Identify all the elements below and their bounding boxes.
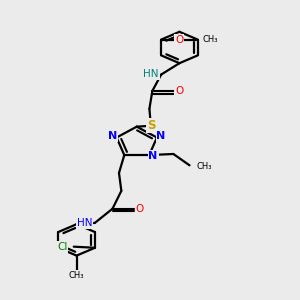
Text: N: N — [108, 131, 117, 141]
Text: O: O — [136, 204, 144, 214]
Text: CH₃: CH₃ — [202, 35, 218, 44]
Text: N: N — [148, 151, 158, 161]
Text: O: O — [175, 34, 184, 45]
Text: CH₃: CH₃ — [69, 271, 84, 280]
Text: HN: HN — [143, 69, 159, 79]
Text: HN: HN — [77, 218, 92, 228]
Text: O: O — [175, 86, 184, 96]
Text: N: N — [156, 131, 166, 141]
Text: Cl: Cl — [57, 242, 67, 252]
Text: S: S — [147, 119, 155, 132]
Text: CH₃: CH₃ — [197, 162, 212, 171]
